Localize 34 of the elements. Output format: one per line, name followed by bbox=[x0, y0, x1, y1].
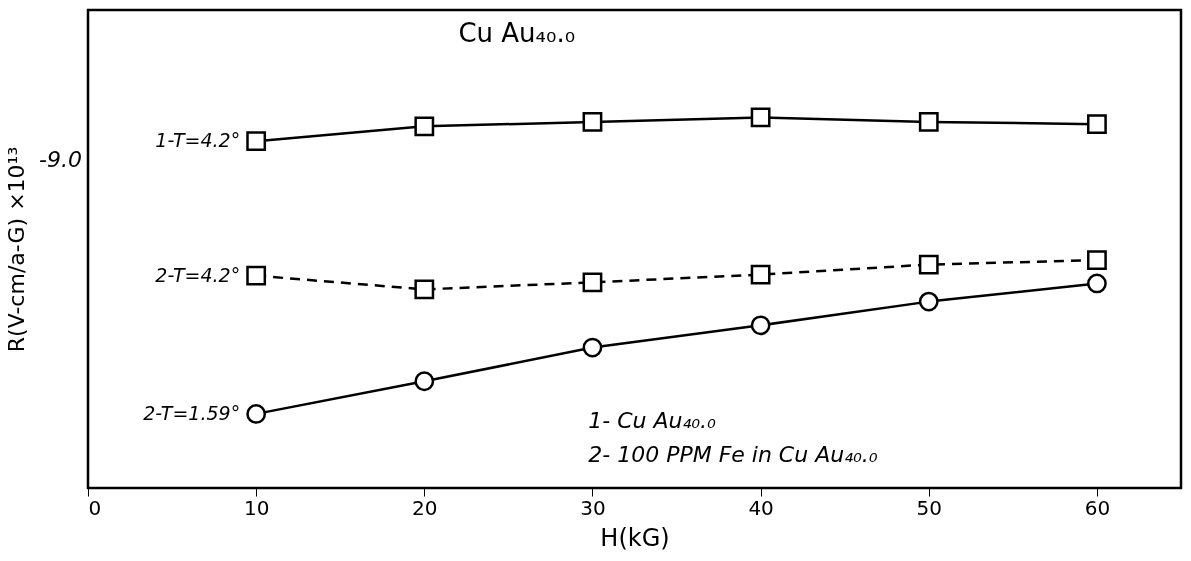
point bbox=[582, 272, 603, 293]
text: -9.0 bbox=[39, 146, 82, 172]
point bbox=[246, 265, 267, 286]
point bbox=[750, 264, 771, 285]
point bbox=[918, 254, 939, 275]
point bbox=[1087, 273, 1107, 294]
point bbox=[414, 279, 435, 300]
x-tick-label: 50 bbox=[916, 495, 942, 520]
annotation: 2- 100 PPM Fe in Cu Au₄₀.₀ bbox=[588, 441, 878, 467]
y-axis-title: R(V-cm/a-G) ×10¹³ bbox=[3, 146, 29, 353]
point bbox=[414, 371, 435, 392]
chart-title: Cu Au₄₀.₀ bbox=[458, 18, 576, 48]
x-tick-label: 20 bbox=[412, 495, 438, 520]
x-tick-label: 10 bbox=[243, 495, 270, 520]
point bbox=[918, 291, 939, 312]
x-tick-label: 40 bbox=[748, 495, 774, 520]
point bbox=[750, 107, 771, 128]
point bbox=[582, 111, 603, 132]
annotation: 1- Cu Au₄₀.₀ bbox=[588, 407, 717, 433]
x-tick-label: 30 bbox=[580, 495, 606, 520]
point bbox=[246, 131, 267, 152]
point bbox=[918, 111, 939, 132]
x-tick-label: 60 bbox=[1084, 495, 1111, 520]
series-label: 2-T=4.2° bbox=[155, 263, 241, 286]
x-tick-label: 0 bbox=[88, 495, 102, 520]
point bbox=[1087, 250, 1107, 271]
point bbox=[750, 315, 771, 336]
point bbox=[246, 404, 267, 424]
point bbox=[582, 337, 603, 358]
series-label: 1-T=4.2° bbox=[155, 129, 241, 152]
point bbox=[1087, 114, 1107, 135]
point bbox=[414, 116, 435, 137]
series-label: 2-T=1.59° bbox=[143, 401, 241, 424]
x-axis-title: H(kG) bbox=[600, 523, 670, 552]
